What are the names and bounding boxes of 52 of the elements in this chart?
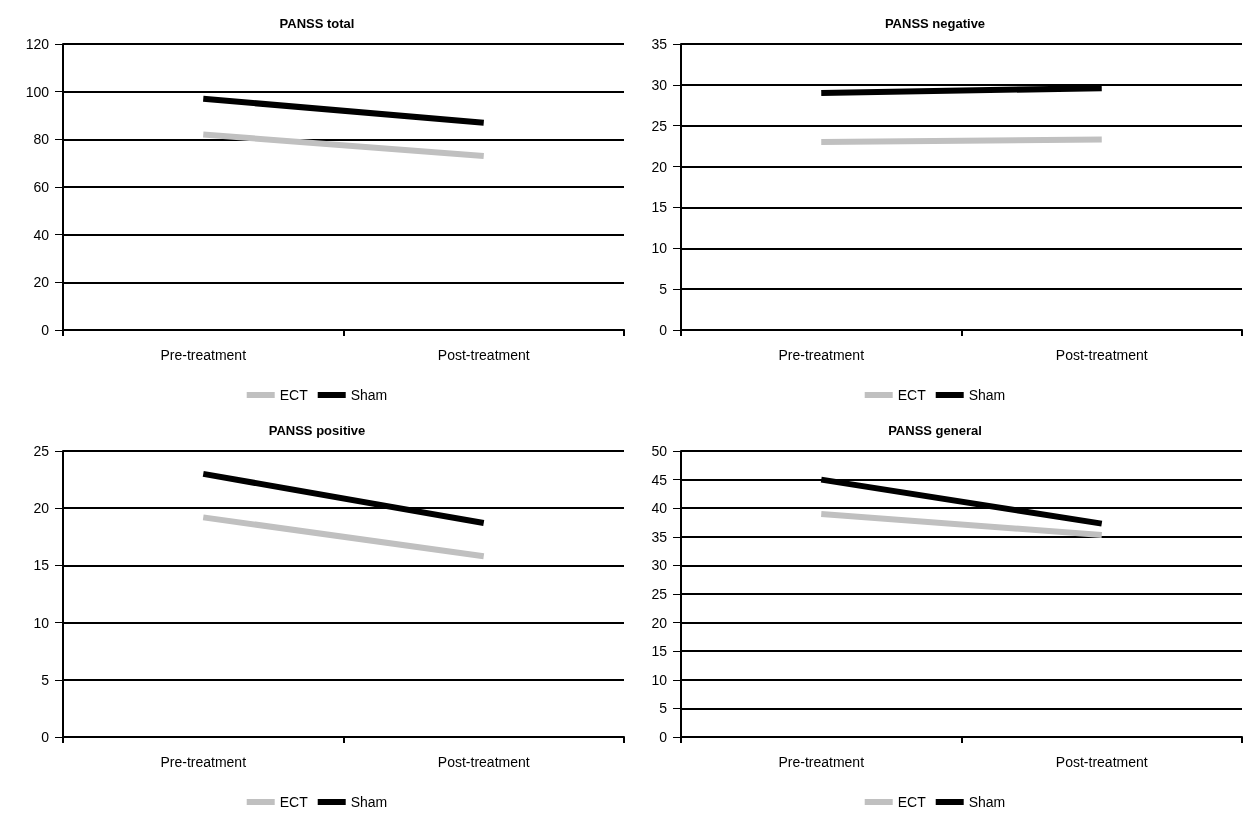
legend-label: ECT: [279, 387, 309, 403]
legend-label: Sham: [350, 387, 388, 403]
y-tick-label: 15: [33, 557, 50, 574]
y-tick-label: 40: [651, 500, 668, 517]
y-tick-label: 5: [659, 281, 668, 298]
y-tick-label: 30: [651, 76, 668, 93]
x-tick-label: Pre-treatment: [778, 347, 865, 363]
y-tick-label: 0: [41, 322, 50, 338]
x-tick-label: Pre-treatment: [160, 347, 247, 363]
chart-title: PANSS general: [888, 423, 982, 438]
y-tick-label: 45: [651, 471, 668, 488]
y-tick-label: 35: [651, 36, 668, 52]
legend-label: Sham: [968, 794, 1006, 810]
y-tick-label: 60: [33, 179, 50, 195]
chart-title: PANSS total: [279, 16, 355, 31]
x-tick-label: Post-treatment: [1055, 754, 1148, 770]
y-tick-label: 10: [651, 671, 668, 688]
y-tick-label: 15: [651, 643, 668, 660]
y-tick-label: 20: [33, 274, 50, 291]
x-tick-label: Pre-treatment: [160, 754, 247, 770]
y-tick-label: 10: [33, 614, 50, 631]
legend-label: ECT: [897, 794, 927, 810]
y-tick-label: 20: [651, 158, 668, 175]
y-tick-label: 40: [33, 226, 50, 243]
chart-title: PANSS positive: [268, 423, 366, 438]
y-tick-label: 30: [651, 557, 668, 574]
y-tick-label: 50: [651, 443, 668, 459]
y-tick-label: 80: [33, 131, 50, 148]
chart-title: PANSS negative: [884, 16, 986, 31]
y-tick-label: 15: [651, 199, 668, 216]
legend-label: Sham: [350, 794, 388, 810]
x-tick-label: Post-treatment: [437, 347, 530, 363]
y-tick-label: 25: [651, 117, 668, 134]
legend-label: Sham: [968, 387, 1006, 403]
y-tick-label: 5: [41, 671, 50, 688]
y-tick-label: 20: [651, 614, 668, 631]
y-tick-label: 25: [651, 586, 668, 602]
x-tick-label: Post-treatment: [1055, 347, 1148, 363]
y-tick-label: 0: [659, 729, 668, 745]
legend-label: ECT: [279, 794, 309, 810]
x-tick-label: Pre-treatment: [778, 754, 865, 770]
y-tick-label: 0: [41, 729, 50, 745]
y-tick-label: 25: [33, 443, 50, 459]
y-tick-label: 120: [25, 36, 50, 52]
y-tick-label: 20: [33, 500, 50, 517]
y-tick-label: 35: [651, 528, 668, 545]
y-tick-label: 10: [651, 240, 668, 257]
legend-label: ECT: [897, 387, 927, 403]
y-tick-label: 5: [659, 700, 668, 717]
y-tick-label: 0: [659, 322, 668, 338]
x-tick-label: Post-treatment: [437, 754, 530, 770]
y-tick-label: 100: [25, 83, 50, 100]
